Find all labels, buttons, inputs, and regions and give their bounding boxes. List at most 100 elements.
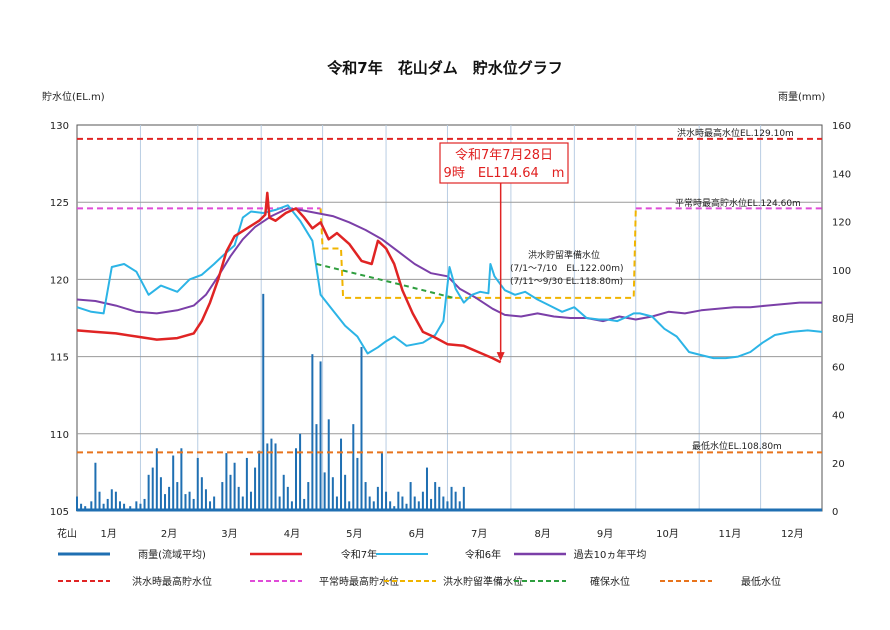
flood-prep-annotation-title: 洪水貯留準備水位 xyxy=(528,249,600,261)
rain-bar xyxy=(168,486,171,511)
rain-bar xyxy=(258,450,261,511)
legend-label: 令和7年 xyxy=(341,548,377,561)
rain-bar xyxy=(425,467,428,511)
rain-bar xyxy=(380,453,383,511)
rain-bar xyxy=(372,501,375,511)
rain-bar xyxy=(434,482,437,511)
rain-bar xyxy=(340,438,343,511)
rain-bar xyxy=(389,501,392,511)
rain-bar xyxy=(409,482,412,511)
rain-bar xyxy=(262,293,265,511)
left-tick-label: 105 xyxy=(50,507,69,518)
series-line-1 xyxy=(76,204,823,360)
rain-bar xyxy=(360,346,363,511)
rain-bar xyxy=(311,354,314,511)
rain-bar xyxy=(405,503,408,511)
month-tick-label: 1月 xyxy=(101,528,117,540)
rain-bar xyxy=(90,501,93,511)
rain-bar xyxy=(196,457,199,511)
rain-bar xyxy=(266,443,269,511)
rain-bar xyxy=(303,498,306,511)
rain-bar xyxy=(356,457,359,511)
callout-date: 令和7年7月28日 xyxy=(455,148,553,163)
flood-prep-annotation-1: (7/1～7/10 EL.122.00m) xyxy=(510,264,624,274)
rain-bar xyxy=(290,501,293,511)
min-level-annotation: 最低水位EL.108.80m xyxy=(692,440,782,452)
rain-bar xyxy=(164,494,167,511)
rain-bar xyxy=(147,474,150,511)
rain-bar xyxy=(155,448,158,511)
month-tick-label: 6月 xyxy=(409,528,425,540)
rain-bar xyxy=(192,498,195,511)
flood-prep-annotation-2: (7/11～9/30 EL.118.80m) xyxy=(510,277,623,287)
left-tick-label: 125 xyxy=(50,198,69,209)
left-tick-label: 120 xyxy=(50,275,69,286)
rain-bar xyxy=(430,498,433,511)
rain-bar xyxy=(237,486,240,511)
rain-bar xyxy=(307,482,310,511)
rain-bar xyxy=(180,448,183,511)
rain-bar xyxy=(143,498,146,511)
rain-bar xyxy=(94,462,97,511)
rain-bar xyxy=(270,438,273,511)
rain-bar xyxy=(200,477,203,511)
legend-label: 令和6年 xyxy=(465,548,501,561)
rain-bar xyxy=(229,474,232,511)
rain-bar xyxy=(123,503,126,511)
rain-bar xyxy=(118,501,121,511)
month-tick-label: 3月 xyxy=(221,528,237,540)
rain-bar xyxy=(438,486,441,511)
month-tick-label: 5月 xyxy=(346,528,362,540)
callout-box xyxy=(439,142,569,184)
rain-bar xyxy=(368,496,371,511)
current-level-callout: 令和7年7月28日 9時 EL114.64 m xyxy=(439,142,569,362)
rain-bar xyxy=(327,419,330,511)
rain-bar xyxy=(245,457,248,511)
left-axis-title: 貯水位(EL.m) xyxy=(42,90,105,103)
rain-bar xyxy=(76,496,78,511)
rain-bar xyxy=(315,424,318,511)
rain-bar xyxy=(458,501,461,511)
normal-max-annotation: 平常時最高貯水位EL.124.60m xyxy=(675,197,801,209)
rain-bar xyxy=(446,501,449,511)
rain-bar xyxy=(188,491,191,511)
rain-bar xyxy=(80,503,83,511)
rain-bar xyxy=(421,491,424,511)
rain-bar xyxy=(106,498,109,511)
right-tick-label: 60 xyxy=(832,362,845,373)
grid xyxy=(77,125,822,511)
month-tick-label: 4月 xyxy=(284,528,300,540)
rain-bar xyxy=(184,494,187,511)
rain-bar xyxy=(413,496,416,511)
rain-bar xyxy=(417,501,420,511)
month-tick-label: 11月 xyxy=(719,528,742,540)
rain-bar xyxy=(397,491,400,511)
rain-bar xyxy=(221,482,224,511)
rain-bar xyxy=(274,443,277,511)
rain-bar xyxy=(225,453,228,511)
month-tick-label: 10月 xyxy=(656,528,679,540)
right-axis-ticks: 0 20 40 60 80月 100 120 140 160 xyxy=(832,121,855,518)
right-tick-label: 80月 xyxy=(832,313,855,325)
rain-bar xyxy=(172,455,175,511)
x-axis-row-label: 花山 xyxy=(57,527,77,540)
right-tick-label: 120 xyxy=(832,218,851,229)
rain-bar xyxy=(213,496,216,511)
series-line-3 xyxy=(316,263,454,299)
rain-bar xyxy=(442,496,445,511)
rain-bar xyxy=(450,486,453,511)
legend-label: 雨量(流域平均) xyxy=(138,548,206,561)
series-lines xyxy=(76,191,823,364)
right-tick-label: 0 xyxy=(832,507,838,518)
rain-bar xyxy=(139,503,142,511)
right-tick-label: 40 xyxy=(832,411,845,422)
flood-max-annotation: 洪水時最高水位EL.129.10m xyxy=(677,127,794,139)
rain-bar xyxy=(98,491,101,511)
month-tick-label: 9月 xyxy=(597,528,613,540)
rain-bar xyxy=(331,477,334,511)
rain-bar xyxy=(176,482,179,511)
right-tick-label: 160 xyxy=(832,121,851,132)
right-tick-label: 140 xyxy=(832,169,851,180)
rain-bar xyxy=(233,462,236,511)
